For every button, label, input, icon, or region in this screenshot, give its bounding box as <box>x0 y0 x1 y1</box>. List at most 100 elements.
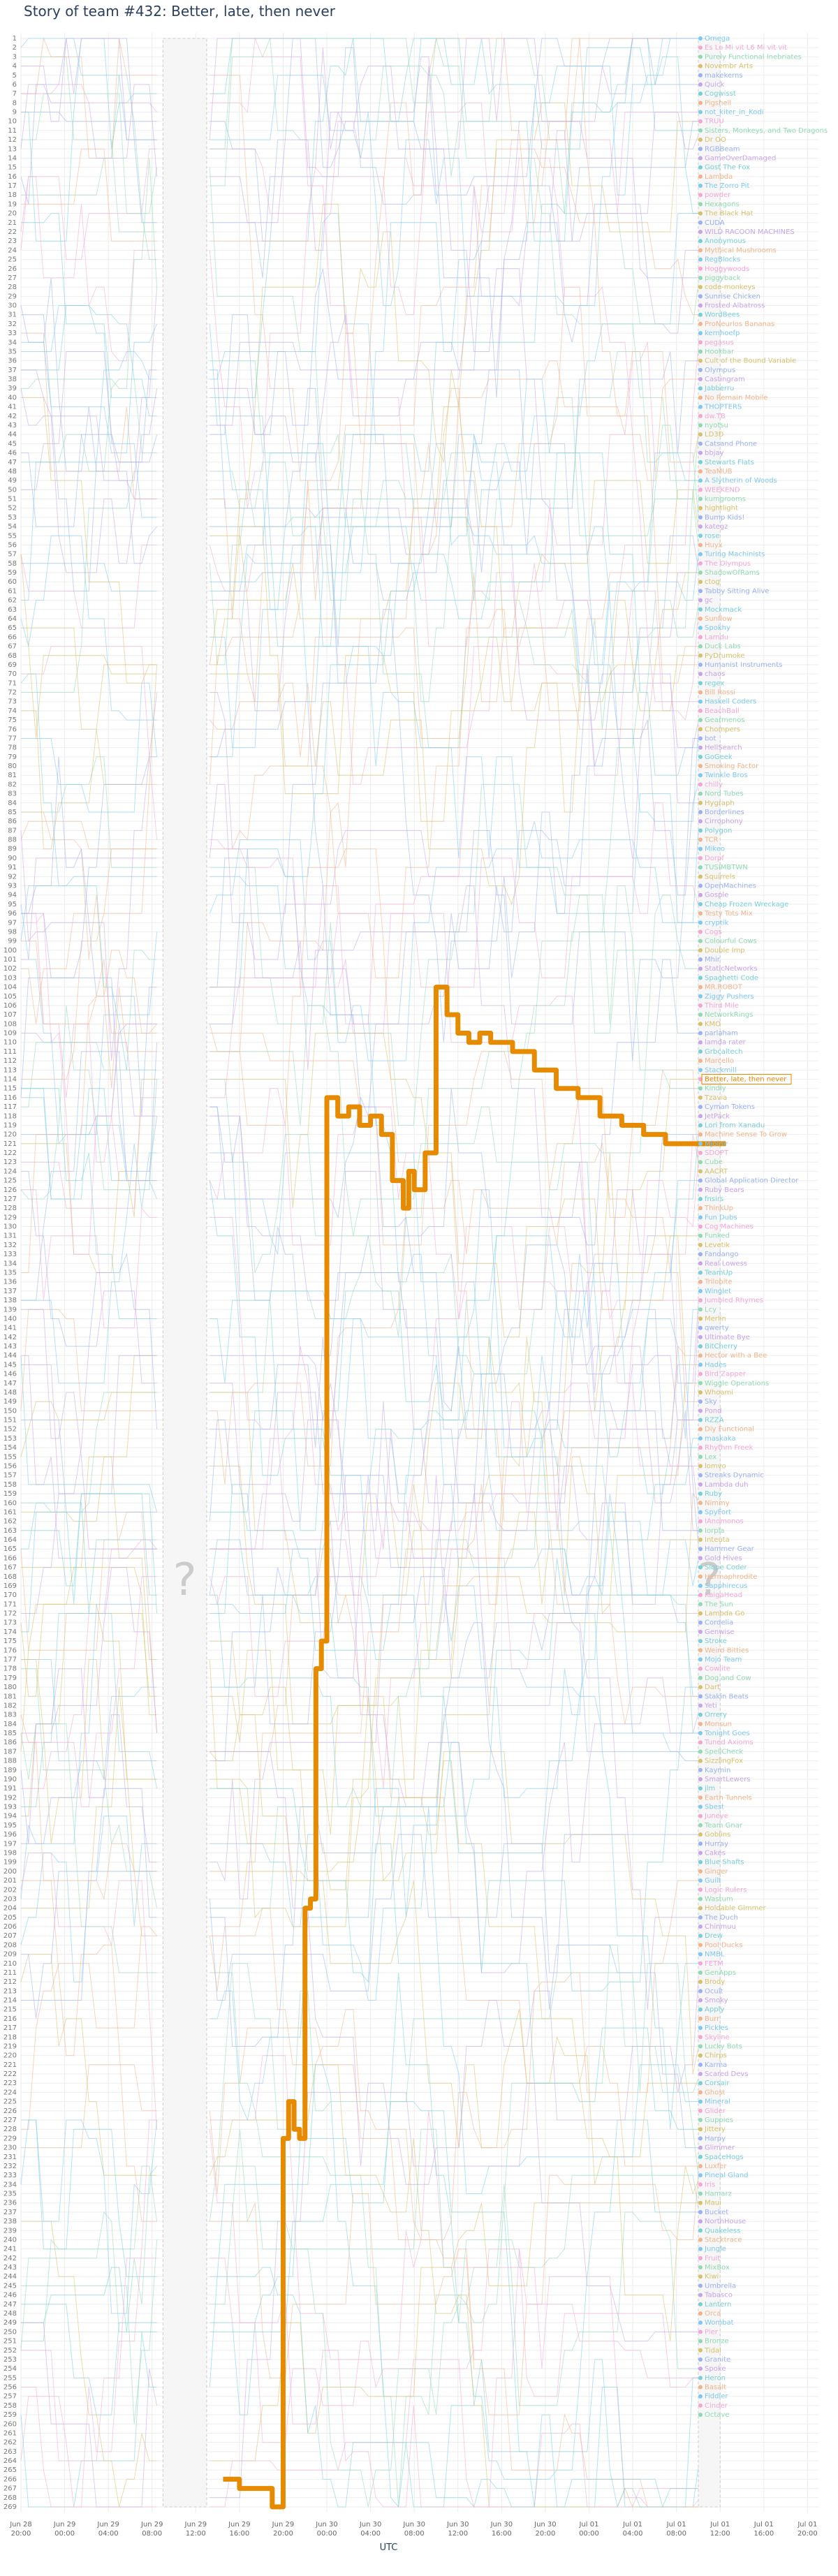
rank-label: 265 <box>3 2466 17 2474</box>
team-label: NMBL <box>705 1951 725 1959</box>
rank-label: 194 <box>3 1813 17 1820</box>
team-dot <box>698 1841 703 1846</box>
team-dot <box>698 294 703 299</box>
rank-label: 90 <box>8 855 17 862</box>
team-dot <box>698 1123 703 1128</box>
team-dot <box>698 1528 703 1533</box>
team-line <box>20 1567 700 2185</box>
team-dot <box>698 1196 703 1201</box>
team-line <box>21 158 700 749</box>
rank-label: 204 <box>3 1905 17 1913</box>
team-dot <box>698 1712 703 1717</box>
team-dot <box>698 1455 703 1459</box>
team-dot <box>698 1187 703 1192</box>
team-dot <box>698 331 703 336</box>
team-dot <box>698 1786 703 1791</box>
rank-axis-labels: 1234567891011121314151617181920212223242… <box>3 35 17 2511</box>
rank-label: 269 <box>3 2503 17 2511</box>
team-dot <box>698 1602 703 1607</box>
rank-label: 114 <box>3 1076 17 1084</box>
team-label: qwerty <box>705 1325 729 1332</box>
team-label: Iris <box>705 2181 715 2188</box>
team-line <box>20 876 700 1697</box>
team-dot <box>698 994 703 999</box>
team-label: Mythical Mushrooms <box>705 246 777 254</box>
team-dot <box>698 2339 703 2343</box>
team-label: Lamdu <box>705 633 728 641</box>
team-label: lamda rater <box>705 1039 747 1047</box>
team-label: chaos <box>705 670 725 678</box>
team-label: Granite <box>705 2356 730 2364</box>
team-dot <box>698 976 703 980</box>
rank-label: 226 <box>3 2107 17 2115</box>
team-dot <box>698 1040 703 1045</box>
team-line <box>20 701 701 1568</box>
team-label: Testy Tots Mix <box>704 910 753 918</box>
x-tick-date: Jul 01 <box>710 2521 730 2529</box>
team-dot <box>698 1832 703 1837</box>
team-label: Karma <box>705 2061 727 2069</box>
rank-label: 165 <box>3 1545 17 1553</box>
team-dot <box>698 1565 703 1570</box>
rank-label: 160 <box>3 1499 17 1507</box>
rank-label: 63 <box>8 606 17 614</box>
team-label: Lori from Xanadu <box>705 1121 765 1129</box>
rank-label: 242 <box>3 2255 17 2262</box>
team-dot <box>698 791 703 796</box>
rank-label: 268 <box>3 2494 17 2502</box>
rank-label: 38 <box>8 376 17 383</box>
team-label: SpyFort <box>705 1508 731 1516</box>
rank-label: 241 <box>3 2246 17 2253</box>
team-dot <box>698 1583 703 1588</box>
team-dot <box>698 1657 703 1662</box>
rank-label: 142 <box>3 1334 17 1341</box>
rank-label: 61 <box>8 587 17 595</box>
rank-label: 60 <box>8 578 17 586</box>
team-dot <box>698 2292 703 2297</box>
team-label: Cirrophony <box>705 818 743 825</box>
team-line <box>21 1880 700 2240</box>
x-tick-date: Jun 29 <box>96 2521 119 2529</box>
team-label: nyotsu <box>705 422 728 429</box>
rank-label: 129 <box>3 1214 17 1221</box>
team-line <box>20 526 700 923</box>
team-label: Blue Shafts <box>705 1859 744 1867</box>
team-line <box>21 1622 700 2149</box>
team-label: pegasus <box>705 339 734 346</box>
team-label: KaigaHead <box>705 1591 742 1599</box>
team-label: Guilt <box>705 1877 721 1885</box>
team-dot <box>698 1629 703 1634</box>
team-label: TUSIMBTWN <box>704 864 748 871</box>
team-dot <box>698 1132 703 1137</box>
team-dot <box>698 2219 703 2224</box>
team-line <box>21 38 701 325</box>
team-dot <box>698 598 703 603</box>
team-label: Hoggywoods <box>705 265 749 273</box>
team-label: Rhythm Freek <box>705 1444 754 1452</box>
x-tick-date: Jun 29 <box>184 2521 207 2529</box>
rank-label: 102 <box>3 965 17 973</box>
rank-label: 47 <box>8 459 17 466</box>
team-dot <box>698 1325 703 1330</box>
rank-label: 16 <box>8 173 17 181</box>
team-label: fnsirs <box>705 1195 723 1203</box>
team-label: Es Lo Mi vit L6 Mi vit vit <box>705 44 787 52</box>
team-label: Octave <box>705 2411 730 2419</box>
team-dot <box>698 2081 703 2086</box>
rank-label: 189 <box>3 1767 17 1774</box>
team-label: Dorpf <box>705 855 724 862</box>
rank-label: 67 <box>8 643 17 651</box>
unknown-marker: ? <box>698 1554 721 1606</box>
rank-label: 81 <box>8 772 17 779</box>
x-tick-time: 08:00 <box>666 2530 686 2538</box>
rank-label: 9 <box>13 109 17 117</box>
team-line <box>21 314 700 859</box>
team-label: JetPack <box>704 1112 730 1120</box>
team-dot <box>698 809 703 814</box>
rank-label: 156 <box>3 1462 17 1470</box>
team-label: Sapphirecus <box>705 1582 747 1590</box>
rank-label: 44 <box>8 431 17 439</box>
team-dot <box>698 1049 703 1054</box>
team-dot <box>698 1105 703 1110</box>
rank-label: 225 <box>3 2098 17 2106</box>
